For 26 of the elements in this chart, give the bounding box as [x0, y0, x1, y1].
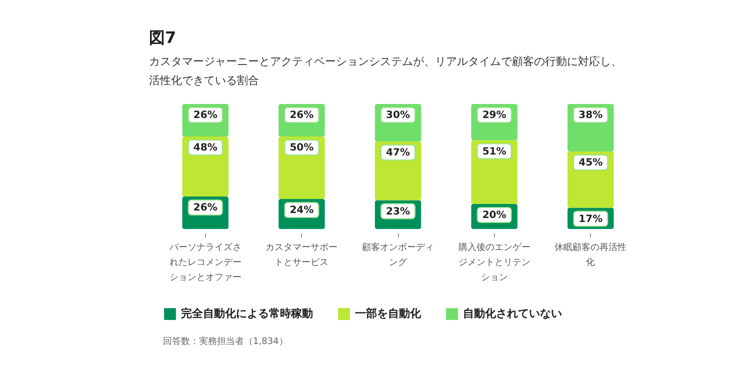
- data-label: 29%: [482, 110, 506, 121]
- chart-title: 図7: [149, 28, 176, 47]
- data-label: 24%: [290, 205, 314, 216]
- data-label: 38%: [578, 110, 603, 121]
- x-tick-label: 休眠顧客の再活性化: [554, 242, 627, 268]
- x-tick-label: 顧客オンボーディング: [362, 242, 434, 268]
- data-label: 20%: [482, 210, 506, 221]
- data-label: 30%: [386, 110, 410, 121]
- data-label: 23%: [386, 206, 410, 218]
- x-tick-label: カスタマーサポートとサービス: [266, 243, 338, 268]
- x-tick-label: 購入後のエンゲージメントとリテンション: [458, 242, 530, 283]
- x-tick-label: パーソナライズされたレコメンデーションとオファー: [168, 242, 242, 283]
- legend-label: 自動化されていない: [463, 307, 562, 320]
- chart-subtitle: カスタマージャーニーとアクティベーションシステムが、リアルタイムで顧客の行動に対応し、活性化できている割合: [149, 55, 622, 87]
- data-label: 51%: [482, 146, 506, 158]
- legend-label: 完全自動化による常時稼動: [181, 307, 313, 320]
- data-label: 26%: [290, 110, 314, 121]
- data-label: 26%: [193, 110, 218, 121]
- text: 回答数：実務担当者（1,834）: [163, 336, 288, 347]
- legend-label: 一部を自動化: [355, 307, 422, 320]
- data-label: 47%: [386, 148, 410, 158]
- data-label: 48%: [193, 142, 218, 154]
- data-label: 17%: [578, 214, 603, 225]
- data-label: 50%: [290, 142, 314, 154]
- data-label: 26%: [193, 202, 218, 214]
- data-label: 45%: [578, 158, 603, 168]
